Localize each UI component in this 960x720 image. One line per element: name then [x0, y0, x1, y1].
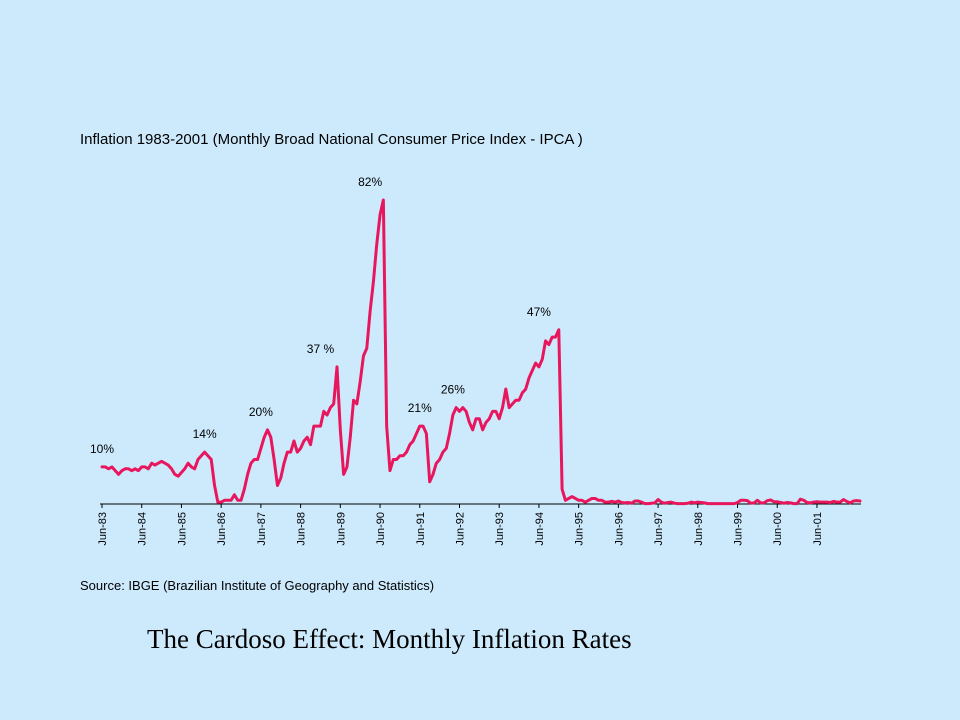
x-tick-label: Jun-96	[613, 512, 625, 546]
data-label: 26%	[441, 383, 465, 397]
x-tick-label: Jun-92	[454, 512, 466, 546]
x-tick-label: Jun-01	[812, 512, 824, 546]
x-tick-label: Jun-98	[693, 512, 705, 546]
data-label: 37 %	[307, 342, 335, 356]
x-tick-label: Jun-91	[415, 512, 427, 546]
x-tick-label: Jun-83	[97, 512, 109, 546]
series-line-inflation	[100, 198, 862, 506]
x-tick-label: Jun-97	[653, 512, 665, 546]
x-tick-label: Jun-88	[296, 512, 308, 546]
x-tick-label: Jun-84	[137, 512, 149, 546]
x-tick-label: Jun-86	[216, 512, 228, 546]
x-tick-label: Jun-89	[335, 512, 347, 546]
x-tick-label: Jun-93	[494, 512, 506, 546]
data-label: 14%	[193, 427, 217, 441]
x-axis-ticks: Jun-83 Jun-84 Jun-85 Jun-86 Jun-87 Jun-88 Jun-…	[97, 504, 824, 546]
data-label: 82%	[358, 175, 382, 189]
x-tick-label: Jun-00	[772, 512, 784, 546]
slide-caption: The Cardoso Effect: Monthly Inflation Ra…	[147, 624, 632, 654]
x-tick-label: Jun-90	[375, 512, 387, 546]
x-tick-label: Jun-85	[176, 512, 188, 546]
x-tick-label: Jun-99	[733, 512, 745, 546]
plot-area: Jun-83 Jun-84 Jun-85 Jun-86 Jun-87 Jun-88 Jun-…	[90, 175, 862, 546]
data-labels: 10% 14% 20% 37 % 82% 21% 26% 47%	[90, 175, 551, 456]
x-tick-label: Jun-95	[574, 512, 586, 546]
data-label: 21%	[408, 401, 432, 415]
x-tick-label: Jun-87	[256, 512, 268, 546]
x-tick-label: Jun-94	[534, 512, 546, 546]
data-label: 20%	[249, 405, 273, 419]
data-label: 47%	[527, 305, 551, 319]
chart-title: Inflation 1983-2001 (Monthly Broad Natio…	[80, 131, 583, 148]
data-label: 10%	[90, 442, 114, 456]
chart-source: Source: IBGE (Brazilian Institute of Geo…	[80, 578, 434, 593]
